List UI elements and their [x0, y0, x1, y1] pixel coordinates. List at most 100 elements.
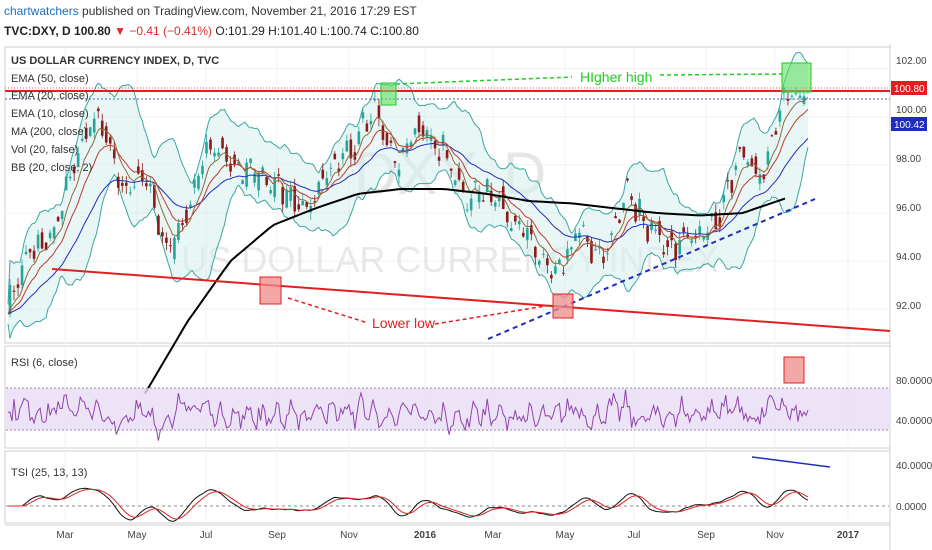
candle-body: [461, 181, 465, 192]
candle-body: [221, 137, 224, 149]
candle-body: [133, 186, 136, 188]
candle-body: [413, 128, 417, 135]
candle-body: [457, 167, 461, 180]
candle-body: [241, 180, 244, 184]
candle-body: [120, 182, 124, 186]
candle-body: [32, 250, 36, 259]
candle-body: [129, 192, 132, 194]
candles: [8, 86, 810, 318]
candle-body: [441, 134, 445, 146]
candle-body: [437, 156, 441, 161]
candle-body: [265, 176, 268, 185]
candle-body: [654, 229, 657, 231]
tsi-label-40: 40.0000: [896, 461, 932, 472]
candle-body: [566, 249, 569, 260]
higher-high-label: HIgher high: [580, 69, 652, 85]
candle-body: [381, 125, 385, 140]
tsi-signal-line: [8, 488, 809, 520]
candle-body: [790, 95, 794, 97]
candle-body: [714, 212, 718, 230]
legend-vol: Vol (20, false): [11, 144, 78, 156]
candle-body: [349, 139, 353, 159]
chart-header: chartwatchers published on TradingView.c…: [0, 0, 932, 44]
candle-body: [389, 140, 393, 143]
publish-line: chartwatchers published on TradingView.c…: [4, 4, 417, 18]
candle-body: [257, 172, 260, 191]
candle-body: [718, 217, 722, 227]
rsi-line: [7, 389, 809, 441]
candle-body: [293, 186, 297, 212]
candle-body: [149, 183, 152, 187]
candle-body: [433, 140, 437, 149]
candle-body: [12, 290, 16, 292]
time-label: Jul: [200, 530, 213, 541]
higher-high-line-a: [395, 76, 573, 85]
candle-body: [682, 227, 685, 233]
candle-body: [618, 219, 621, 223]
candle-body: [722, 195, 726, 203]
candle-body: [357, 131, 361, 145]
price-label-94: 94.00: [896, 252, 921, 263]
higher-high-box-1[interactable]: [380, 82, 397, 106]
lower-low-box-1[interactable]: [259, 276, 282, 305]
legend-ema10: EMA (10, close): [11, 108, 89, 120]
chart-area[interactable]: DXY, D US DOLLAR CURRENCY INDEX HIgher h…: [0, 44, 932, 550]
candle-body: [469, 198, 473, 211]
candle-body: [766, 151, 770, 165]
candle-body: [794, 93, 798, 95]
lower-low-box-2[interactable]: [552, 293, 574, 319]
tsi-divergence-line[interactable]: [751, 456, 831, 468]
candle-body: [305, 201, 309, 207]
lower-low-line-b: [434, 304, 553, 325]
candle-body: [786, 99, 790, 101]
candle-body: [28, 248, 32, 253]
author-link[interactable]: chartwatchers: [4, 4, 79, 18]
rsi-label-40: 40.0000: [896, 416, 932, 427]
candle-body: [124, 182, 128, 186]
candle-body: [578, 232, 581, 238]
candle-body: [509, 228, 513, 231]
candle-body: [477, 192, 481, 203]
legend-ma200: MA (200, close): [11, 126, 87, 138]
candle-body: [521, 232, 525, 237]
candle-body: [157, 215, 160, 235]
ema10-line: [7, 97, 809, 315]
candle-body: [281, 187, 284, 205]
support-trendline[interactable]: [51, 268, 891, 332]
lower-low-label: Lower low: [372, 315, 436, 331]
higher-high-line-b: [659, 73, 786, 76]
candle-body: [161, 232, 164, 237]
candle-body: [329, 167, 333, 169]
time-label: Nov: [766, 530, 784, 541]
time-label: Sep: [697, 530, 715, 541]
candle-body: [690, 240, 694, 243]
candle-body: [209, 139, 212, 150]
ohlc-values: O:101.29 H:101.40 L:100.74 C:100.80: [215, 24, 419, 38]
candle-body: [417, 115, 421, 133]
candle-body: [377, 105, 381, 119]
candle-body: [570, 247, 573, 250]
time-label: May: [556, 530, 575, 541]
candle-body: [734, 165, 738, 170]
legend-bb: BB (20, close, 2): [11, 162, 92, 174]
candle-body: [546, 258, 549, 266]
candle-body: [56, 216, 60, 222]
higher-high-box-2[interactable]: [781, 62, 812, 93]
candle-body: [534, 246, 537, 258]
tsi-pane[interactable]: [4, 450, 891, 524]
candle-body: [40, 232, 44, 249]
candle-body: [289, 187, 293, 201]
candle-body: [778, 110, 782, 122]
candle-body: [538, 260, 541, 265]
candle-body: [738, 147, 742, 149]
price-label-92: 92.00: [896, 301, 921, 312]
candle-body: [481, 200, 485, 202]
rsi-highlight-box[interactable]: [783, 356, 805, 384]
candle-body: [313, 201, 317, 203]
legend-ema50: EMA (50, close): [11, 73, 89, 85]
last-price-tag-text: 100.80: [894, 84, 925, 95]
candle-body: [453, 180, 457, 185]
candle-body: [550, 274, 553, 279]
candle-body: [217, 152, 220, 156]
ma200-line: [144, 188, 786, 395]
